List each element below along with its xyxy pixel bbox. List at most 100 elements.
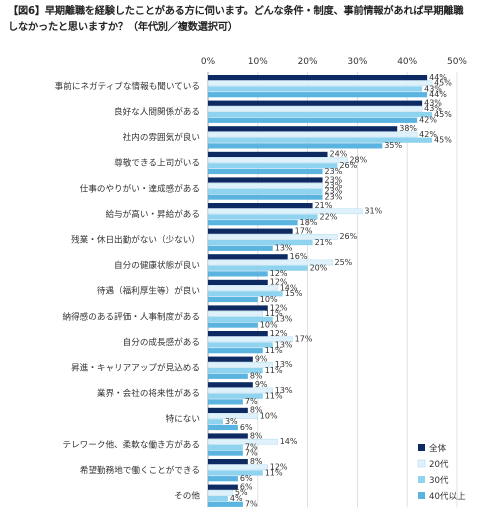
data-label: 8% [250, 431, 263, 440]
legend-swatch [418, 476, 425, 483]
data-label: 21% [315, 238, 333, 247]
data-label: 14% [280, 437, 298, 446]
legend-label: 40代以上 [429, 491, 466, 502]
bar [208, 373, 248, 379]
bar [207, 387, 273, 394]
data-label: 35% [384, 141, 402, 150]
data-label: 8% [250, 372, 263, 381]
data-label: 43% [424, 104, 442, 113]
bar [208, 214, 318, 220]
chart-title-line-2: しなかったと思いますか？（年代別／複数選択可） [8, 22, 238, 33]
data-label: 4% [230, 494, 243, 503]
data-label: 13% [275, 340, 293, 349]
bar [208, 279, 268, 285]
bar [208, 450, 243, 456]
bar [207, 259, 333, 266]
bar [207, 438, 278, 445]
category-label: 待遇（福利厚生等）が良い [97, 285, 200, 297]
bar [208, 92, 428, 98]
bar [208, 484, 238, 490]
bar [208, 112, 433, 118]
data-label: 11% [265, 366, 283, 375]
data-label: 11% [265, 346, 283, 355]
data-label: 8% [250, 457, 263, 466]
bar [208, 470, 263, 476]
bar [207, 490, 234, 496]
data-label: 43% [424, 99, 442, 108]
data-label: 8% [250, 406, 263, 415]
data-label: 15% [285, 289, 303, 298]
bar [208, 501, 243, 507]
category-label: 残業・休日出勤がない（少ない） [71, 234, 200, 246]
category-label: 自分の成長感がある [123, 336, 200, 348]
data-label: 10% [260, 320, 278, 329]
bar [208, 194, 323, 200]
x-tick-label: 50% [447, 57, 467, 67]
bar [208, 163, 338, 169]
data-label: 24% [330, 150, 348, 159]
data-label: 12% [270, 329, 288, 338]
data-label: 13% [275, 244, 293, 253]
bar [208, 459, 248, 465]
data-label: 6% [240, 474, 253, 483]
data-label: 17% [295, 335, 313, 344]
legend-label: 30代 [429, 475, 449, 486]
data-label: 14% [280, 283, 298, 292]
bar [207, 234, 338, 240]
category-label: 尊敬できる上司がいる [114, 157, 200, 169]
data-label: 20% [310, 264, 328, 273]
legend-label: 20代 [429, 459, 449, 470]
data-label: 23% [325, 192, 343, 201]
category-label: 社内の雰囲気が良い [123, 131, 200, 143]
category-label: 自分の健康状態が良い [114, 259, 200, 271]
category-label: 特にない [166, 413, 200, 425]
data-label: 26% [339, 232, 357, 241]
bar [208, 177, 323, 183]
bar [208, 356, 253, 362]
bar [208, 271, 268, 277]
bar [208, 220, 298, 226]
data-label: 11% [265, 468, 283, 477]
data-label: 12% [270, 278, 288, 287]
data-label: 42% [419, 130, 437, 139]
x-tick-label: 20% [298, 57, 318, 67]
bar [208, 117, 418, 123]
data-label: 38% [399, 124, 417, 133]
data-label: 44% [429, 73, 447, 82]
x-tick-label: 30% [347, 57, 367, 67]
bar [208, 240, 313, 246]
data-label: 25% [335, 258, 353, 267]
bar [208, 342, 273, 348]
data-label: 7% [245, 443, 258, 452]
bar [208, 393, 263, 399]
data-label: 9% [255, 380, 268, 389]
category-label: 納得感のある評価・人事制度がある [62, 310, 200, 322]
bar [208, 265, 308, 271]
bar [208, 322, 258, 328]
bar [207, 413, 258, 419]
bar [208, 86, 423, 92]
data-label: 12% [270, 303, 288, 312]
data-label: 23% [325, 167, 343, 176]
bar [208, 382, 253, 388]
data-label: 23% [325, 181, 343, 190]
data-label: 31% [364, 207, 382, 216]
data-label: 11% [265, 309, 283, 318]
legend-swatch [418, 444, 425, 451]
data-label: 13% [275, 360, 293, 369]
data-label: 26% [339, 161, 357, 170]
bar [208, 143, 383, 149]
data-label: 6% [240, 483, 253, 492]
bar [208, 424, 238, 431]
data-label: 11% [265, 392, 283, 401]
bar [208, 291, 283, 297]
category-label: 仕事のやりがい・達成感がある [80, 182, 200, 194]
data-label: 13% [275, 386, 293, 395]
bar [208, 75, 428, 81]
data-label: 44% [429, 90, 447, 99]
data-label: 10% [260, 411, 278, 420]
data-label: 10% [260, 295, 278, 304]
bar [208, 368, 263, 374]
data-label: 43% [424, 84, 442, 93]
